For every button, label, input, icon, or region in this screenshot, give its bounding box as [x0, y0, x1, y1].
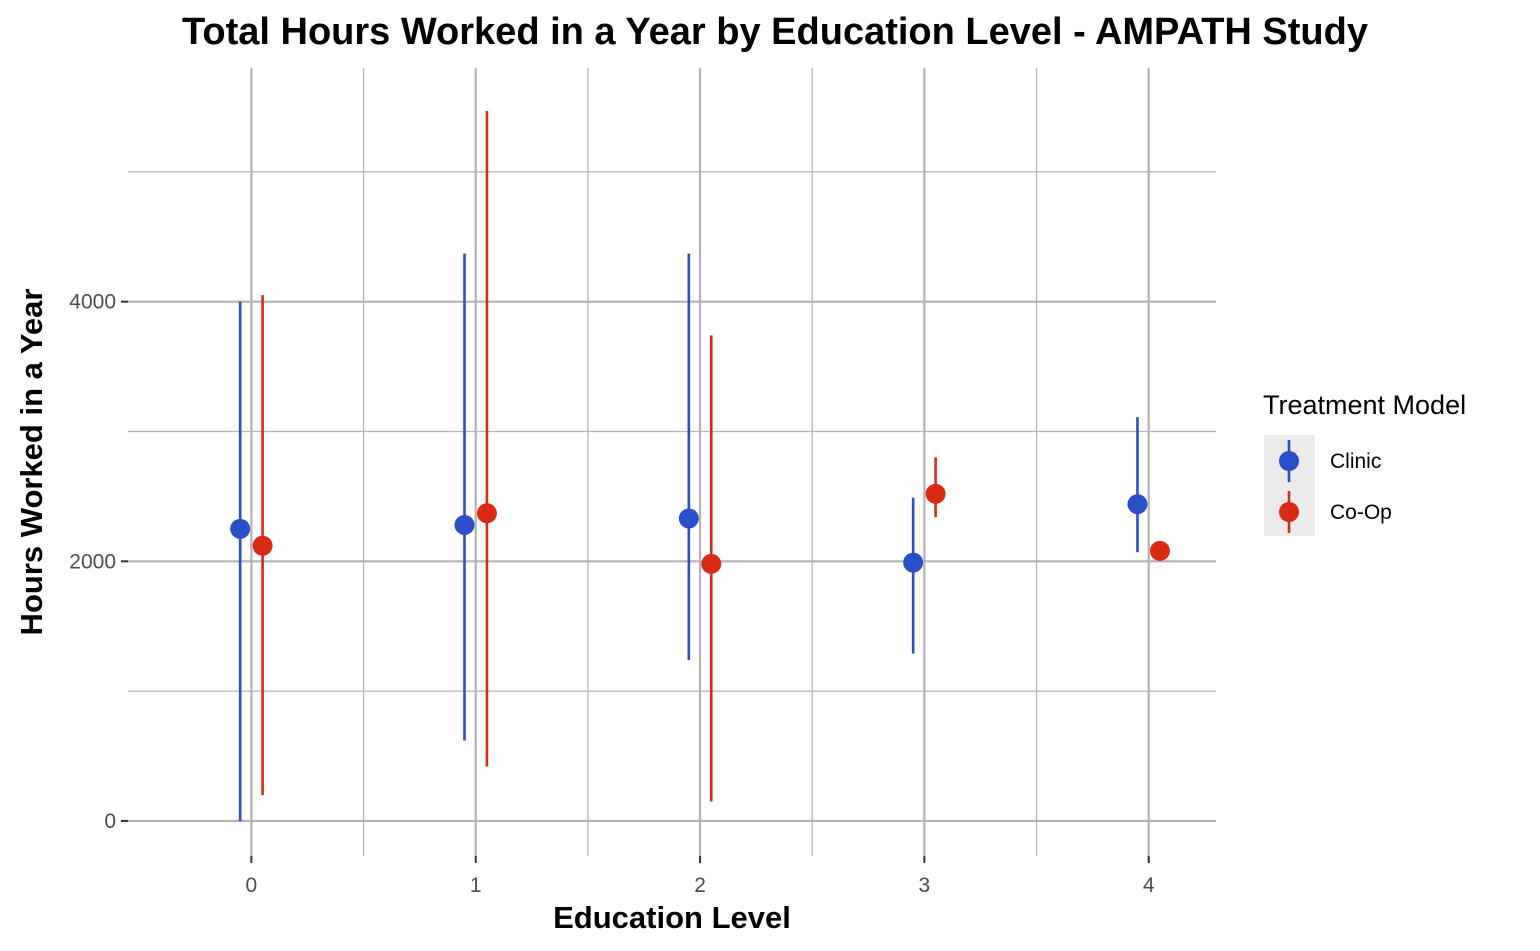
co-op-point	[252, 535, 273, 556]
co-op-point	[1149, 540, 1170, 561]
co-op-point	[701, 553, 722, 574]
x-axis-title: Education Level	[553, 900, 791, 935]
legend-key-point	[1279, 502, 1299, 522]
clinic-point	[678, 508, 699, 529]
legend-label: Co-Op	[1330, 501, 1392, 524]
series-layer	[230, 110, 1170, 821]
co-op-point	[925, 483, 946, 504]
x-tick-label: 2	[694, 874, 706, 897]
chart-title: Total Hours Worked in a Year by Educatio…	[182, 11, 1368, 53]
x-axis: 0 1 2 3 4	[246, 856, 1155, 897]
clinic-point	[454, 514, 475, 535]
legend-key-point	[1279, 451, 1299, 471]
y-axis: 0 2000 4000	[69, 291, 128, 833]
co-op-point	[476, 503, 497, 524]
grid-layer	[128, 68, 1216, 856]
y-tick-label: 0	[104, 810, 116, 833]
y-tick-label: 4000	[69, 291, 116, 314]
clinic-point	[1127, 494, 1148, 515]
x-tick-label: 4	[1143, 874, 1155, 897]
y-tick-label: 2000	[69, 550, 116, 573]
clinic-point	[230, 518, 251, 539]
clinic-point	[903, 552, 924, 573]
legend: Treatment Model Clinic Co-Op	[1263, 390, 1466, 536]
x-tick-label: 0	[246, 874, 258, 897]
legend-title: Treatment Model	[1263, 390, 1466, 420]
y-axis-title: Hours Worked in a Year	[14, 289, 49, 636]
legend-label: Clinic	[1330, 450, 1381, 473]
x-tick-label: 3	[919, 874, 931, 897]
x-tick-label: 1	[470, 874, 482, 897]
